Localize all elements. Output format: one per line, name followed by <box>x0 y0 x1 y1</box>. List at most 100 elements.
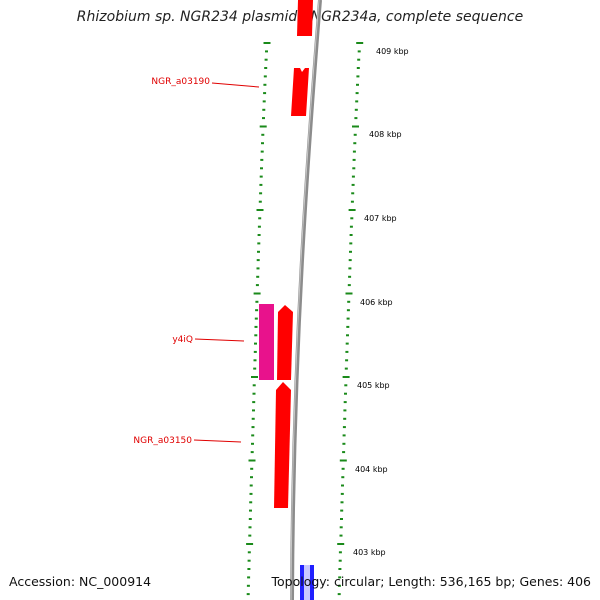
gene-feature-top[interactable] <box>297 0 313 36</box>
inner-track-major-tick <box>248 459 256 462</box>
outer-track-minor-tick <box>338 576 342 579</box>
outer-track-minor-tick <box>347 284 351 287</box>
inner-track-minor-tick <box>252 401 256 404</box>
inner-track-minor-tick <box>253 367 257 370</box>
outer-track-minor-tick <box>337 584 341 587</box>
outer-track-minor-tick <box>351 183 355 186</box>
outer-track-minor-tick <box>337 593 341 596</box>
inner-track-major-tick <box>253 292 261 295</box>
inner-track-minor-tick <box>248 534 252 537</box>
inner-track-minor-tick <box>252 409 255 412</box>
inner-track-minor-tick <box>255 284 259 287</box>
outer-track-minor-tick <box>342 426 346 429</box>
inner-track-minor-tick <box>259 175 263 178</box>
inner-track-minor-tick <box>262 117 265 120</box>
gene-label-y4iq: y4iQ <box>172 335 193 345</box>
sequence-backbone <box>290 0 322 600</box>
accession-text: Accession: NC_000914 <box>9 574 152 589</box>
gene-ngr-a03190[interactable] <box>291 68 309 116</box>
label-leader-ngr-a03190 <box>211 82 260 88</box>
inner-track-minor-tick <box>254 334 258 337</box>
outer-track-minor-tick <box>352 150 356 153</box>
outer-track-minor-tick <box>348 267 352 270</box>
outer-track-major-tick <box>342 376 350 378</box>
outer-track-minor-tick <box>338 551 342 554</box>
inner-track-minor-tick <box>253 359 257 362</box>
outer-track-minor-tick <box>355 100 359 103</box>
scale-label-403: 403 kbp <box>353 548 386 557</box>
inner-track-minor-tick <box>264 67 268 69</box>
sequence-backbone-highlight <box>290 0 320 600</box>
inner-track-minor-tick <box>249 492 253 495</box>
scale-label-405: 405 kbp <box>357 381 390 390</box>
outer-track-minor-tick <box>347 300 351 303</box>
inner-track-minor-tick <box>263 75 267 78</box>
scale-label-404: 404 kbp <box>355 465 388 474</box>
inner-track-major-tick <box>259 125 267 128</box>
inner-track-minor-tick <box>263 92 267 95</box>
inner-track-minor-tick <box>256 259 260 262</box>
gene-ngr-a03150[interactable] <box>274 382 291 508</box>
outer-track-minor-tick <box>356 75 360 78</box>
inner-track-minor-tick <box>254 325 258 328</box>
inner-track-minor-tick <box>257 234 261 236</box>
inner-track-minor-tick <box>260 158 264 161</box>
inner-track-minor-tick <box>254 317 258 320</box>
inner-track-minor-tick <box>250 451 254 454</box>
outer-track-minor-tick <box>344 392 347 395</box>
inner-track-minor-tick <box>261 142 264 145</box>
inner-track-minor-tick <box>261 133 265 136</box>
inner-track-minor-tick <box>247 576 251 579</box>
outer-track-minor-tick <box>349 234 353 236</box>
outer-track-minor-tick <box>343 401 347 404</box>
outer-track-minor-tick <box>342 434 346 437</box>
inner-track-major-tick <box>246 543 254 545</box>
outer-track-minor-tick <box>349 242 353 245</box>
outer-track-major-tick <box>348 209 356 211</box>
outer-track-minor-tick <box>345 359 349 362</box>
outer-track-minor-tick <box>342 451 346 454</box>
inner-track-minor-tick <box>251 417 255 420</box>
outer-track-minor-tick <box>343 417 347 420</box>
outer-track-minor-tick <box>349 225 353 228</box>
inner-tick-track <box>246 42 271 596</box>
gene-y4iq[interactable] <box>259 304 274 380</box>
inner-track-minor-tick <box>260 167 263 170</box>
gene-feature-mid[interactable] <box>277 305 293 380</box>
outer-track-minor-tick <box>356 83 359 86</box>
outer-track-minor-tick <box>351 192 355 195</box>
outer-track-minor-tick <box>357 50 361 53</box>
outer-track-minor-tick <box>346 334 349 337</box>
inner-track-minor-tick <box>248 526 252 529</box>
inner-track-minor-tick <box>251 442 254 445</box>
outer-track-minor-tick <box>346 309 350 312</box>
outer-track-minor-tick <box>350 217 354 220</box>
outer-track-minor-tick <box>355 92 359 95</box>
outer-track-minor-tick <box>348 275 352 278</box>
outer-track-minor-tick <box>351 175 355 178</box>
outer-track-minor-tick <box>357 58 361 61</box>
inner-track-minor-tick <box>247 559 251 562</box>
inner-track-minor-tick <box>250 476 253 479</box>
scale-label-406: 406 kbp <box>360 298 393 307</box>
outer-track-minor-tick <box>345 342 349 345</box>
inner-track-minor-tick <box>253 350 257 353</box>
inner-track-minor-tick <box>259 192 263 195</box>
inner-track-minor-tick <box>256 275 260 278</box>
inner-track-minor-tick <box>257 225 261 228</box>
outer-track-minor-tick <box>353 142 357 145</box>
inner-track-minor-tick <box>246 593 250 596</box>
inner-track-minor-tick <box>255 309 259 312</box>
inner-track-minor-tick <box>258 217 262 220</box>
inner-track-major-tick <box>263 42 271 44</box>
outer-track-minor-tick <box>340 509 344 512</box>
scale-label-407: 407 kbp <box>364 214 397 223</box>
outer-tick-track <box>337 42 364 596</box>
outer-track-minor-tick <box>352 158 356 161</box>
inner-track-major-tick <box>251 376 258 378</box>
outer-track-minor-tick <box>344 384 348 387</box>
outer-track-minor-tick <box>340 518 343 520</box>
outer-track-minor-tick <box>349 250 352 253</box>
inner-track-minor-tick <box>262 108 266 111</box>
inner-track-minor-tick <box>260 150 264 153</box>
